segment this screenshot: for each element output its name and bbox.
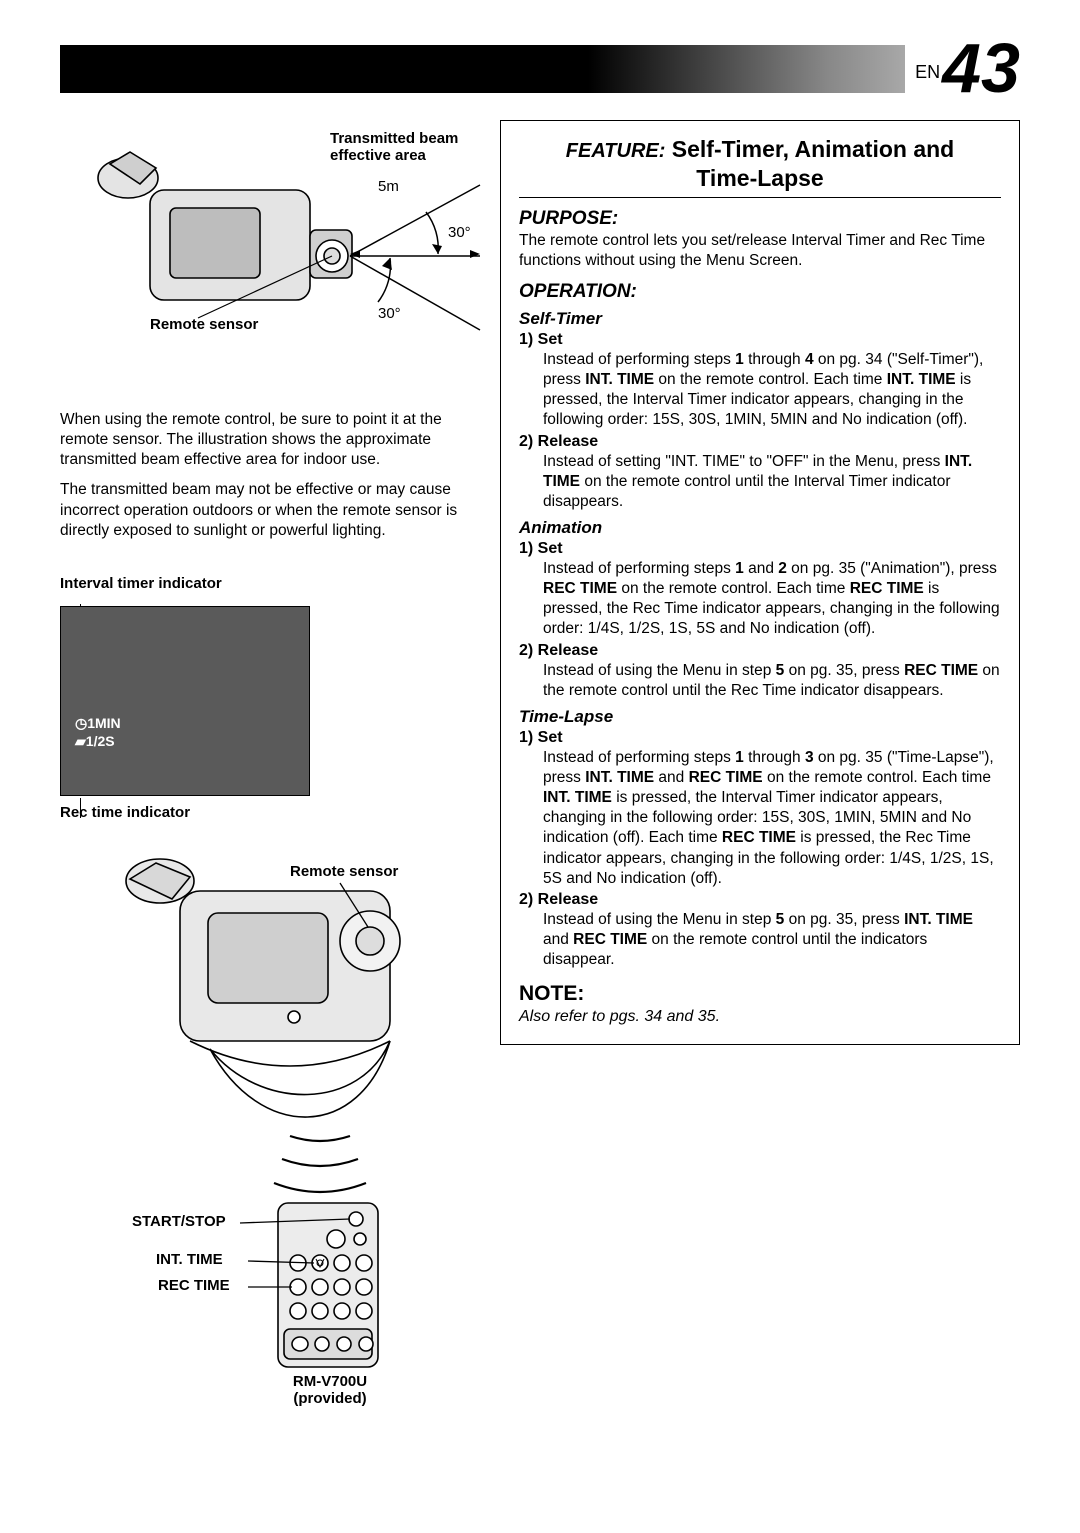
- remote-sensor-label-b: Remote sensor: [290, 863, 398, 880]
- note-text: Also refer to pgs. 34 and 35.: [519, 1008, 1001, 1026]
- screen-rectime-line: ▰1/2S: [75, 733, 115, 750]
- startstop-label: START/STOP: [132, 1213, 226, 1230]
- beam-diagram-svg: [60, 130, 490, 400]
- inttime-label: INT. TIME: [156, 1251, 223, 1268]
- remote-diagram-svg: [60, 841, 490, 1401]
- left-paragraph-2: The transmitted beam may not be effectiv…: [60, 480, 490, 540]
- remote-diagram: Remote sensor START/STOP INT. TIME REC T…: [60, 841, 490, 1401]
- selftimer-heading: Self-Timer: [519, 309, 1001, 329]
- remote-model: RM-V700U (provided): [270, 1373, 390, 1407]
- beam-label-line2: effective area: [330, 147, 458, 164]
- page-num-digits: 43: [942, 29, 1020, 107]
- remote-sensor-label: Remote sensor: [150, 316, 258, 333]
- left-paragraph-1: When using the remote control, be sure t…: [60, 410, 490, 470]
- rectime-label: REC TIME: [158, 1277, 230, 1294]
- page-number: EN43: [905, 28, 1020, 108]
- selftimer-set-p: Instead of performing steps 1 through 4 …: [543, 350, 1001, 431]
- beam-angle-top: 30°: [448, 224, 471, 241]
- timelapse-rel-h: 2) Release: [519, 891, 1001, 909]
- feature-prefix: FEATURE:: [566, 140, 666, 162]
- feature-line2: Time-Lapse: [696, 165, 823, 191]
- beam-distance: 5m: [378, 178, 399, 195]
- purpose-heading: PURPOSE:: [519, 208, 1001, 230]
- lang-prefix: EN: [915, 62, 940, 82]
- remote-model-line2: (provided): [270, 1390, 390, 1407]
- animation-set-h: 1) Set: [519, 540, 1001, 558]
- tape-icon: ▰: [75, 733, 86, 749]
- clock-icon: ◷: [75, 715, 87, 731]
- lcd-screen: ◷1MIN ▰1/2S: [60, 606, 310, 796]
- left-column: Transmitted beam effective area 5m 30° 3…: [60, 120, 490, 1401]
- beam-area-label: Transmitted beam effective area: [330, 130, 458, 164]
- screen-rectime-value: 1/2S: [86, 733, 115, 749]
- beam-label-line1: Transmitted beam: [330, 130, 458, 147]
- feature-title: FEATURE: Self-Timer, Animation and Time-…: [519, 135, 1001, 198]
- selftimer-rel-p: Instead of setting "INT. TIME" to "OFF" …: [543, 452, 1001, 512]
- beam-angle-bottom: 30°: [378, 305, 401, 322]
- note-heading: NOTE:: [519, 982, 1001, 1006]
- rec-time-indicator-label: Rec time indicator: [60, 804, 490, 821]
- manual-page: EN43: [0, 0, 1080, 1533]
- remote-model-line1: RM-V700U: [270, 1373, 390, 1390]
- selftimer-rel-h: 2) Release: [519, 433, 1001, 451]
- timelapse-heading: Time-Lapse: [519, 707, 1001, 727]
- selftimer-set-h: 1) Set: [519, 331, 1001, 349]
- remote-control-icon: [278, 1203, 378, 1367]
- camcorder-top-icon: [126, 859, 400, 1117]
- right-column-feature-box: FEATURE: Self-Timer, Animation and Time-…: [500, 120, 1020, 1045]
- animation-rel-p: Instead of using the Menu in step 5 on p…: [543, 661, 1001, 701]
- animation-rel-h: 2) Release: [519, 642, 1001, 660]
- screen-interval-line: ◷1MIN: [75, 715, 121, 732]
- timelapse-rel-p: Instead of using the Menu in step 5 on p…: [543, 910, 1001, 970]
- feature-line1: Self-Timer, Animation and: [672, 136, 954, 162]
- beam-diagram: Transmitted beam effective area 5m 30° 3…: [60, 130, 490, 400]
- animation-set-p: Instead of performing steps 1 and 2 on p…: [543, 559, 1001, 640]
- timelapse-set-p: Instead of performing steps 1 through 3 …: [543, 748, 1001, 889]
- operation-heading: OPERATION:: [519, 281, 1001, 303]
- header-gradient-bar: [60, 45, 1020, 93]
- purpose-text: The remote control lets you set/release …: [519, 231, 1001, 271]
- camcorder-icon: [98, 152, 352, 300]
- timelapse-set-h: 1) Set: [519, 729, 1001, 747]
- screen-interval-value: 1MIN: [87, 715, 120, 731]
- interval-timer-indicator-label: Interval timer indicator: [60, 575, 490, 592]
- animation-heading: Animation: [519, 518, 1001, 538]
